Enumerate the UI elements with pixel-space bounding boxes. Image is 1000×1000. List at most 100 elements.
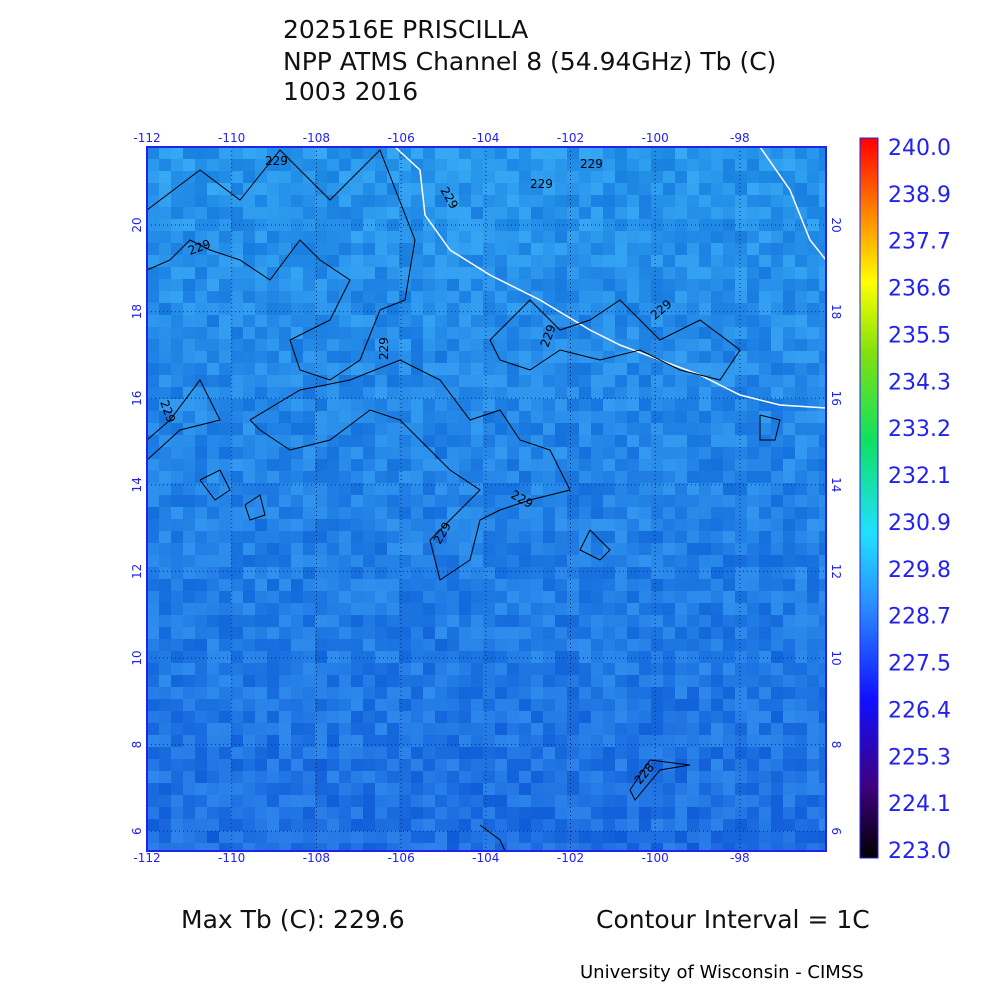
tb-cell <box>219 735 231 747</box>
tb-cell <box>699 495 711 507</box>
tb-cell <box>663 315 675 327</box>
tb-cell <box>339 195 351 207</box>
tb-cell <box>351 747 363 759</box>
tb-cell <box>483 735 495 747</box>
tb-cell <box>387 651 399 663</box>
tb-cell <box>735 747 747 759</box>
tb-cell <box>555 387 567 399</box>
tb-cell <box>195 471 207 483</box>
tb-cell <box>183 507 195 519</box>
tb-cell <box>651 579 663 591</box>
tb-cell <box>171 315 183 327</box>
tb-cell <box>615 207 627 219</box>
tb-cell <box>759 327 771 339</box>
tb-cell <box>171 279 183 291</box>
lat-label: 12 <box>829 564 843 579</box>
tb-cell <box>747 831 759 843</box>
tb-cell <box>591 267 603 279</box>
tb-cell <box>411 159 423 171</box>
tb-cell <box>663 663 675 675</box>
tb-cell <box>159 591 171 603</box>
tb-cell <box>231 435 243 447</box>
tb-cell <box>351 567 363 579</box>
tb-cell <box>471 363 483 375</box>
tb-cell <box>783 555 795 567</box>
tb-cell <box>483 423 495 435</box>
tb-cell <box>159 723 171 735</box>
tb-cell <box>543 747 555 759</box>
tb-cell <box>339 627 351 639</box>
tb-cell <box>159 183 171 195</box>
tb-cell <box>795 255 807 267</box>
tb-cell <box>495 471 507 483</box>
tb-cell <box>591 699 603 711</box>
tb-cell <box>507 231 519 243</box>
tb-cell <box>639 435 651 447</box>
tb-cell <box>435 411 447 423</box>
tb-cell <box>495 759 507 771</box>
tb-cell <box>651 399 663 411</box>
tb-cell <box>447 159 459 171</box>
tb-cell <box>255 243 267 255</box>
tb-cell <box>471 435 483 447</box>
tb-cell <box>675 807 687 819</box>
tb-cell <box>327 375 339 387</box>
tb-cell <box>627 507 639 519</box>
tb-cell <box>447 579 459 591</box>
tb-cell <box>747 267 759 279</box>
tb-cell <box>219 195 231 207</box>
tb-cell <box>723 399 735 411</box>
tb-cell <box>771 831 783 843</box>
tb-cell <box>171 663 183 675</box>
tb-cell <box>687 771 699 783</box>
tb-cell <box>675 183 687 195</box>
tb-cell <box>351 339 363 351</box>
tb-cell <box>279 147 291 159</box>
tb-cell <box>699 759 711 771</box>
tb-cell <box>291 735 303 747</box>
tb-cell <box>363 555 375 567</box>
tb-cell <box>783 507 795 519</box>
tb-cell <box>627 435 639 447</box>
tb-cell <box>279 363 291 375</box>
tb-cell <box>315 843 327 851</box>
tb-cell <box>711 339 723 351</box>
tb-cell <box>807 399 819 411</box>
tb-cell <box>579 831 591 843</box>
tb-cell <box>783 843 795 851</box>
tb-cell <box>603 411 615 423</box>
tb-cell <box>783 339 795 351</box>
tb-cell <box>591 555 603 567</box>
tb-cell <box>591 363 603 375</box>
tb-cell <box>699 375 711 387</box>
tb-cell <box>159 447 171 459</box>
tb-cell <box>615 267 627 279</box>
tb-cell <box>147 771 159 783</box>
tb-cell <box>231 687 243 699</box>
tb-cell <box>327 471 339 483</box>
tb-cell <box>351 411 363 423</box>
tb-cell <box>459 507 471 519</box>
tb-cell <box>579 795 591 807</box>
tb-cell <box>147 447 159 459</box>
tb-cell <box>723 423 735 435</box>
tb-cell <box>303 783 315 795</box>
tb-cell <box>387 147 399 159</box>
tb-cell <box>783 675 795 687</box>
tb-cell <box>663 783 675 795</box>
tb-cell <box>171 651 183 663</box>
tb-cell <box>663 459 675 471</box>
tb-cell <box>471 351 483 363</box>
tb-cell <box>519 735 531 747</box>
tb-cell <box>615 183 627 195</box>
tb-cell <box>327 759 339 771</box>
tb-cell <box>771 147 783 159</box>
tb-cell <box>459 735 471 747</box>
tb-cell <box>207 519 219 531</box>
tb-cell <box>399 327 411 339</box>
tb-cell <box>543 651 555 663</box>
tb-cell <box>615 699 627 711</box>
tb-cell <box>435 783 447 795</box>
tb-cell <box>231 411 243 423</box>
tb-cell <box>255 747 267 759</box>
